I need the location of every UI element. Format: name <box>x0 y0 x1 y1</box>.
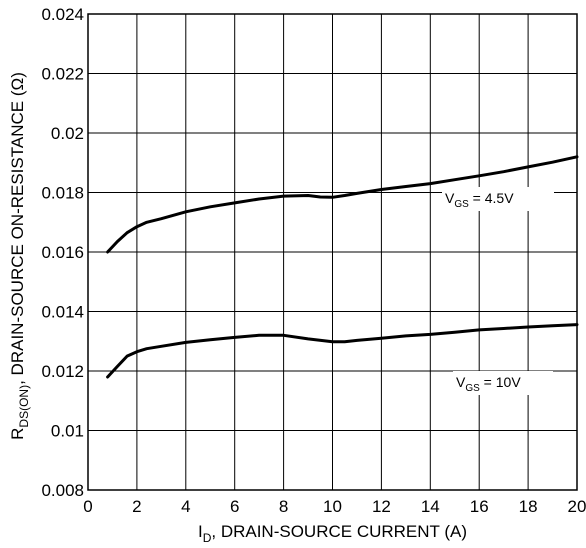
x-tick-label: 18 <box>519 497 538 516</box>
x-tick-label: 0 <box>83 497 92 516</box>
x-tick-label: 16 <box>470 497 489 516</box>
y-tick-label: 0.008 <box>41 481 84 500</box>
y-tick-label: 0.016 <box>41 243 84 262</box>
x-tick-label: 6 <box>230 497 239 516</box>
series-label-1: VGS = 4.5V <box>445 190 514 210</box>
series-label-main: V <box>445 190 455 206</box>
y-tick-label: 0.024 <box>41 5 84 24</box>
x-axis-label-main: I <box>198 522 203 541</box>
series-line-2 <box>106 323 579 379</box>
y-axis-label-sub: DS(ON) <box>17 385 31 428</box>
y-axis-label: RDS(ON), DRAIN-SOURCE ON-RESISTANCE (Ω) <box>8 72 31 440</box>
x-tick-label: 10 <box>323 497 342 516</box>
x-axis-label: ID, DRAIN-SOURCE CURRENT (A) <box>198 522 467 545</box>
x-axis-label-rest: , DRAIN-SOURCE CURRENT (A) <box>211 522 467 541</box>
x-tick-label: 12 <box>372 497 391 516</box>
y-axis-label-rest: , DRAIN-SOURCE ON-RESISTANCE (Ω) <box>8 72 27 385</box>
series-label-sub: GS <box>465 383 480 394</box>
series-label-rest: = 4.5V <box>469 190 514 206</box>
y-tick-label: 0.02 <box>51 124 84 143</box>
y-tick-label: 0.018 <box>41 184 84 203</box>
series-label-background <box>442 187 554 211</box>
series-label-rest: = 10V <box>480 374 522 390</box>
x-tick-label: 14 <box>421 497 440 516</box>
x-tick-label: 2 <box>132 497 141 516</box>
y-tick-label: 0.012 <box>41 362 84 381</box>
grid <box>88 14 577 490</box>
series <box>106 155 579 379</box>
x-tick-label: 20 <box>568 497 586 516</box>
series-label-sub: GS <box>454 199 469 210</box>
x-axis-label-sub: D <box>203 531 212 545</box>
x-tick-label: 4 <box>181 497 190 516</box>
x-tick-label: 8 <box>279 497 288 516</box>
tick-labels: 0 2 4 6 8 10 12 14 16 18 20 0.024 0.022 0.02 0.018 0.01… <box>41 5 586 516</box>
y-axis-label-main: R <box>8 428 27 440</box>
y-tick-label: 0.022 <box>41 65 84 84</box>
series-label-2: VGS = 10V <box>456 374 521 394</box>
series-line-1 <box>106 155 579 254</box>
series-label-background <box>453 371 553 395</box>
y-tick-label: 0.01 <box>51 422 84 441</box>
series-label-main: V <box>456 374 466 390</box>
y-tick-label: 0.014 <box>41 303 84 322</box>
plot-frame <box>87 13 578 491</box>
